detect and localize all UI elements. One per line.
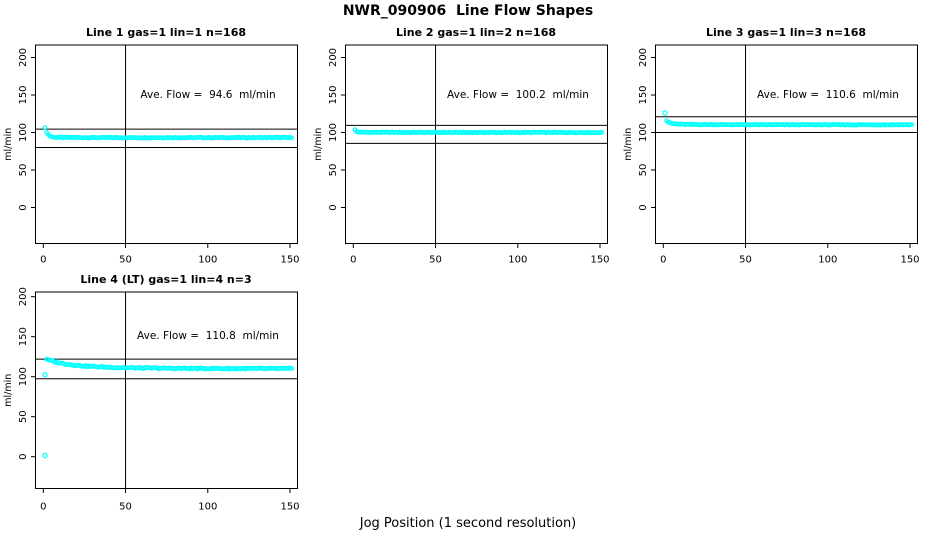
panel-2-y-axis: 0 50 100 150 200 [328, 48, 346, 211]
svg-text:150: 150 [18, 85, 29, 104]
svg-text:200: 200 [18, 287, 29, 306]
panel-1-y-axis-title: ml/min [3, 128, 14, 161]
panel-4-frame [35, 291, 298, 489]
panel-2-title: Line 2 gas=1 lin=2 n=168 [395, 26, 557, 39]
panel-2-y-axis-title: ml/min [313, 128, 324, 161]
panel-4-title: Line 4 (LT) gas=1 lin=4 n=3 [80, 273, 252, 286]
svg-text:150: 150 [280, 502, 299, 513]
svg-text:50: 50 [739, 255, 752, 266]
panel-4-y-axis-title: ml/min [3, 374, 14, 407]
panel-3-x-axis: 0 50 100 150 [660, 243, 920, 266]
svg-text:100: 100 [198, 502, 217, 513]
svg-text:100: 100 [198, 255, 217, 266]
svg-text:0: 0 [328, 204, 339, 210]
svg-text:50: 50 [18, 410, 29, 423]
svg-text:50: 50 [119, 255, 132, 266]
svg-text:200: 200 [638, 48, 649, 67]
svg-text:200: 200 [328, 48, 339, 67]
panel-3-data-points [662, 110, 915, 128]
svg-text:0: 0 [638, 204, 649, 210]
panel-2-x-axis: 0 50 100 150 [350, 243, 610, 266]
panel-4-ave-flow-label: Ave. Flow = 110.8 ml/min [137, 330, 279, 342]
panel-2-data-points [352, 127, 605, 136]
panel-3-title: Line 3 gas=1 lin=3 n=168 [705, 26, 867, 39]
svg-text:100: 100 [328, 123, 339, 142]
svg-text:50: 50 [328, 164, 339, 177]
panel-2-reference-lines [345, 45, 608, 244]
panel-4-x-axis: 0 50 100 150 [40, 488, 300, 513]
svg-text:50: 50 [429, 255, 442, 266]
panel-4-y-axis: 0 50 100 150 200 [18, 287, 36, 460]
svg-text:100: 100 [18, 123, 29, 142]
panel-4-plot: 0 50 100 150 0 50 100 150 200 ml/min [3, 287, 300, 512]
svg-text:0: 0 [18, 454, 29, 460]
panel-1-title: Line 1 gas=1 lin=1 n=168 [85, 26, 247, 39]
panel-2-plot: 0 50 100 150 0 50 100 150 200 ml/min [313, 44, 610, 266]
svg-text:0: 0 [40, 255, 46, 266]
svg-text:100: 100 [18, 367, 29, 386]
panel-3-frame [655, 44, 918, 244]
panel-1-y-axis: 0 50 100 150 200 [18, 48, 36, 211]
panel-3-y-axis: 0 50 100 150 200 [638, 48, 656, 211]
panel-3-y-axis-title: ml/min [623, 128, 634, 161]
svg-text:0: 0 [18, 204, 29, 210]
svg-text:100: 100 [638, 123, 649, 142]
svg-text:150: 150 [18, 327, 29, 346]
panel-1-frame [35, 44, 298, 244]
panel-1-ave-flow-label: Ave. Flow = 94.6 ml/min [140, 89, 276, 101]
panel-3-reference-lines [655, 45, 918, 244]
svg-text:100: 100 [818, 255, 837, 266]
panel-3-plot: 0 50 100 150 0 50 100 150 200 ml/min [623, 44, 920, 266]
panel-3-ave-flow-label: Ave. Flow = 110.6 ml/min [757, 89, 899, 101]
panel-2-frame [345, 44, 608, 244]
panel-4-data-points [42, 356, 295, 459]
panel-2-ave-flow-label: Ave. Flow = 100.2 ml/min [447, 89, 589, 101]
panel-1-reference-lines [35, 45, 298, 244]
svg-text:50: 50 [119, 502, 132, 513]
svg-text:150: 150 [638, 85, 649, 104]
svg-text:100: 100 [508, 255, 527, 266]
svg-text:150: 150 [590, 255, 609, 266]
panel-1-x-axis: 0 50 100 150 [40, 243, 300, 266]
svg-text:150: 150 [900, 255, 919, 266]
svg-text:0: 0 [660, 255, 666, 266]
svg-text:50: 50 [638, 164, 649, 177]
page-title: NWR_090906 Line Flow Shapes [342, 3, 594, 19]
x-axis-label: Jog Position (1 second resolution) [359, 516, 577, 531]
svg-text:150: 150 [328, 85, 339, 104]
svg-text:200: 200 [18, 48, 29, 67]
svg-text:150: 150 [280, 255, 299, 266]
svg-text:0: 0 [40, 502, 46, 513]
svg-text:50: 50 [18, 164, 29, 177]
panel-1-plot: 0 50 100 150 0 50 100 150 200 ml/min [3, 44, 300, 266]
svg-text:0: 0 [350, 255, 356, 266]
panel-4-reference-lines [35, 292, 298, 489]
panel-1-data-points [42, 125, 295, 141]
